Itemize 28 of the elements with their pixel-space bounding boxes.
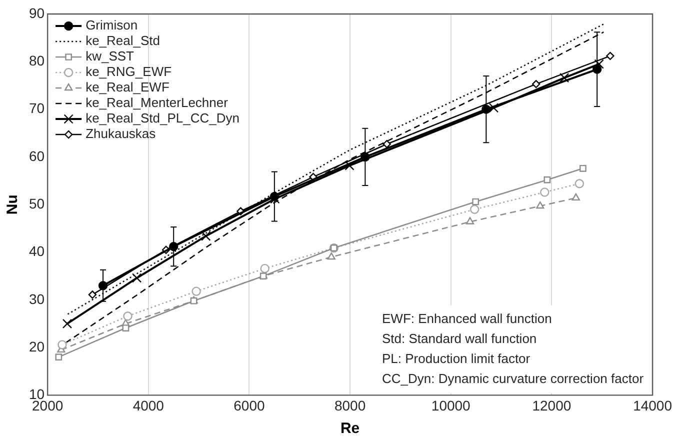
- y-tick-label: 80: [28, 52, 45, 69]
- y-tick-label: 70: [28, 100, 45, 116]
- y-tick-label: 60: [28, 148, 45, 164]
- x-tick-label: 8000: [334, 397, 366, 414]
- legend-label: ke_Real_Std_PL_CC_Dyn: [86, 110, 240, 126]
- annotation: CC_Dyn: Dynamic curvature correction factor: [382, 370, 644, 386]
- legend-label: ke_Real_Std: [86, 33, 160, 48]
- x-tick-label: 6000: [234, 397, 266, 414]
- y-tick-label: 50: [28, 195, 45, 212]
- x-tick-label: 12000: [532, 397, 572, 414]
- legend-label: kw_SST: [86, 48, 134, 64]
- annotation: Std: Standard wall function: [382, 330, 537, 346]
- legend-label: Zhukauskas: [86, 126, 156, 142]
- y-tick-label: 20: [28, 338, 45, 354]
- legend-label: ke_RNG_EWF: [86, 64, 172, 80]
- annotation: EWF: Enhanced wall function: [382, 310, 552, 326]
- annotation: PL: Production limit factor: [382, 350, 531, 366]
- x-axis-title: Re: [340, 420, 360, 438]
- y-axis-title: Nu: [4, 194, 22, 215]
- x-tick-label: 10000: [431, 397, 471, 414]
- legend-label: ke_Real_EWF: [86, 80, 170, 95]
- y-tick-label: 40: [28, 243, 45, 260]
- legend-label: ke_Real_MenterLechner: [86, 95, 229, 110]
- y-tick-label: 30: [28, 290, 45, 307]
- y-tick-label: 90: [28, 4, 45, 21]
- x-tick-label: 14000: [633, 397, 672, 414]
- x-tick-label: 4000: [132, 397, 164, 414]
- legend-label: Grimison: [86, 18, 138, 33]
